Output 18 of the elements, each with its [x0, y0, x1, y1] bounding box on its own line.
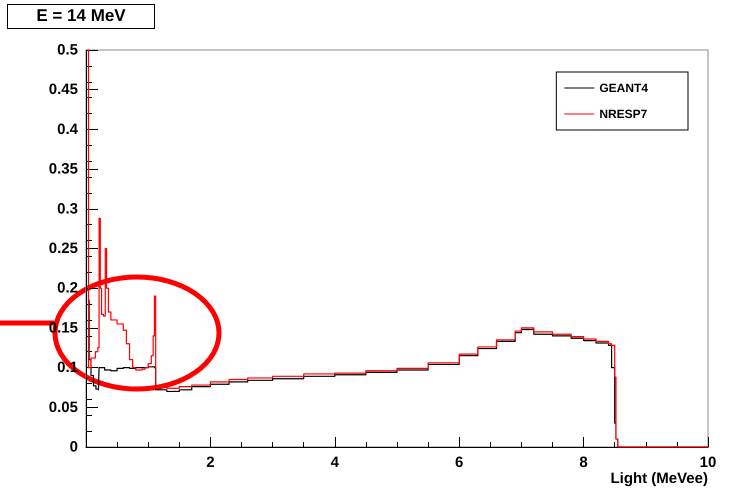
y-tick-label: 0: [70, 438, 78, 456]
x-tick-label: 2: [206, 454, 215, 471]
y-tick-label: 0.4: [57, 120, 79, 138]
y-tick-label: 0.2: [57, 280, 78, 297]
y-tick-label: 0.05: [48, 398, 78, 416]
chart-title: E = 14 MeV: [7, 4, 155, 29]
x-tick-label: 10: [700, 454, 716, 471]
x-tick-label: 6: [455, 454, 464, 471]
x-tick-label: 4: [330, 454, 340, 471]
y-tick-label: 0.5: [57, 42, 78, 58]
x-axis-title: Light (MeVee): [610, 470, 708, 487]
legend-label: GEANT4: [599, 81, 648, 95]
legend-label: NRESP7: [599, 107, 648, 121]
y-tick-label: 0.35: [48, 160, 78, 178]
y-tick-label: 0.45: [48, 81, 78, 98]
y-tick-label: 0.3: [57, 200, 78, 218]
x-tick-label: 8: [579, 454, 588, 471]
y-tick-label: 0.25: [48, 240, 78, 257]
